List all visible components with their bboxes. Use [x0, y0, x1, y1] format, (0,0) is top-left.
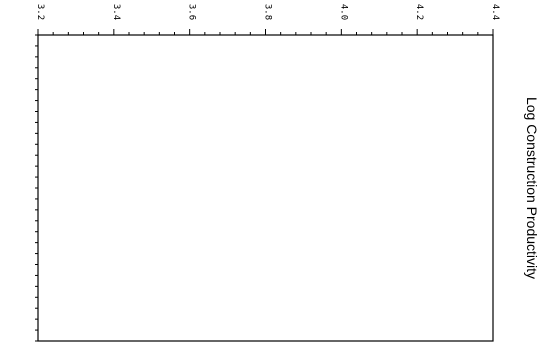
value-tick-label: 3.4 [111, 4, 121, 20]
value-tick-label: 3.6 [187, 4, 197, 20]
value-tick-label: 3.2 [35, 4, 45, 20]
tick-layer: 3.23.43.63.84.04.24.46469747984 [35, 4, 500, 342]
plot-frame [37, 34, 494, 342]
value-tick-label: 4.2 [414, 4, 424, 20]
value-tick-label: 4.0 [338, 4, 348, 20]
axis-title-y: Log Construction Productivity [524, 97, 540, 279]
value-tick-label: 4.4 [490, 4, 500, 20]
value-tick-label: 3.8 [263, 4, 273, 20]
